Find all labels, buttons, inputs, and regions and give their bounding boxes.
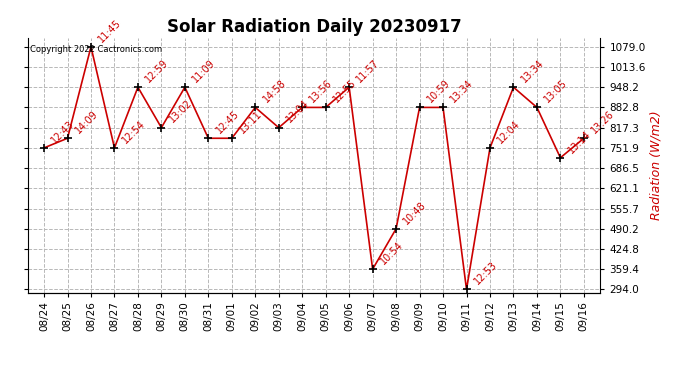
Text: 12:59: 12:59 xyxy=(144,57,170,84)
Text: 14:58: 14:58 xyxy=(261,78,288,105)
Text: 11:57: 11:57 xyxy=(355,57,382,84)
Text: 11:45: 11:45 xyxy=(97,17,124,44)
Text: 12:54: 12:54 xyxy=(120,118,147,145)
Text: 10:54: 10:54 xyxy=(378,240,405,266)
Text: 11:09: 11:09 xyxy=(190,58,217,84)
Text: 13:04: 13:04 xyxy=(284,98,311,125)
Text: Copyright 2022 Cactronics.com: Copyright 2022 Cactronics.com xyxy=(30,45,163,54)
Text: 13:14: 13:14 xyxy=(566,128,593,155)
Text: 13:05: 13:05 xyxy=(542,78,569,105)
Text: 13:02: 13:02 xyxy=(167,98,194,125)
Text: 12:53: 12:53 xyxy=(472,260,499,286)
Text: 10:59: 10:59 xyxy=(425,78,452,105)
Text: 12:04: 12:04 xyxy=(495,118,522,145)
Text: 13:56: 13:56 xyxy=(308,78,335,105)
Text: 12:43: 12:43 xyxy=(50,118,77,145)
Text: 12:45: 12:45 xyxy=(214,109,241,135)
Title: Solar Radiation Daily 20230917: Solar Radiation Daily 20230917 xyxy=(166,18,462,36)
Text: 13:11: 13:11 xyxy=(237,109,264,135)
Text: 13:26: 13:26 xyxy=(589,109,616,135)
Text: 13:34: 13:34 xyxy=(519,58,546,84)
Text: 10:48: 10:48 xyxy=(402,199,428,226)
Text: 12:55: 12:55 xyxy=(331,78,358,105)
Text: 13:34: 13:34 xyxy=(448,78,475,105)
Text: 14:09: 14:09 xyxy=(73,109,100,135)
Y-axis label: Radiation (W/m2): Radiation (W/m2) xyxy=(650,110,663,220)
